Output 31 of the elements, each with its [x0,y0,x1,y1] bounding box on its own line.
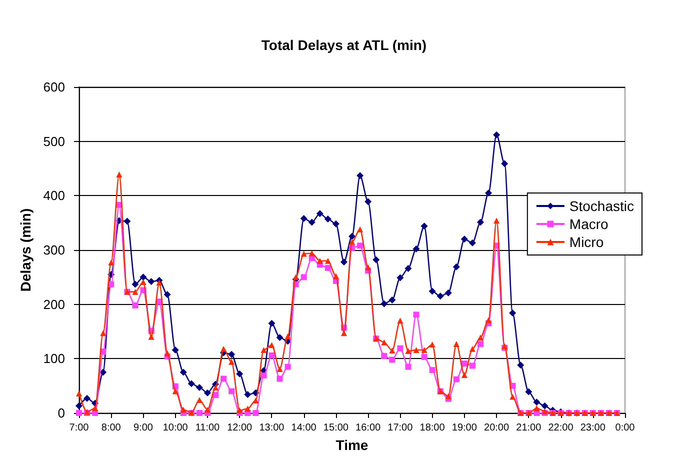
x-tick-label: 21:00 [516,422,542,434]
x-tick-label: 10:00 [162,422,188,434]
x-tick-label: 0:00 [615,422,636,434]
y-tick-label: 300 [43,242,65,258]
legend-label: Macro [569,216,609,232]
x-tick-label: 23:00 [580,422,606,434]
y-axis-title: Delays (min) [17,208,34,292]
x-tick-label: 15:00 [323,422,349,434]
y-tick-label: 600 [43,80,65,94]
x-tick-label: 9:00 [134,422,154,434]
x-tick-label: 12:00 [227,422,253,434]
x-tick-label: 18:00 [420,422,446,434]
x-tick-label: 14:00 [291,422,317,434]
x-tick-label: 7:00 [69,422,90,434]
legend-label: Stochastic [569,198,634,214]
chart-title: Total Delays at ATL (min) [261,37,427,53]
y-tick-label: 100 [43,351,65,366]
x-tick-label: 20:00 [484,422,510,434]
y-tick-label: 500 [43,134,65,149]
x-tick-label: 19:00 [452,422,478,434]
x-tick-label: 11:00 [195,422,220,434]
x-tick-label: 13:00 [259,422,285,434]
y-tick-label: 0 [58,406,65,420]
x-tick-label: 16:00 [356,422,382,434]
y-tick-label: 400 [43,188,65,204]
x-axis-title: Time [336,436,368,453]
x-tick-label: 17:00 [388,422,414,434]
x-tick-label: 8:00 [101,422,122,434]
legend-label: Micro [569,234,604,250]
y-tick-label: 200 [43,296,65,312]
x-tick-label: 22:00 [548,422,574,434]
